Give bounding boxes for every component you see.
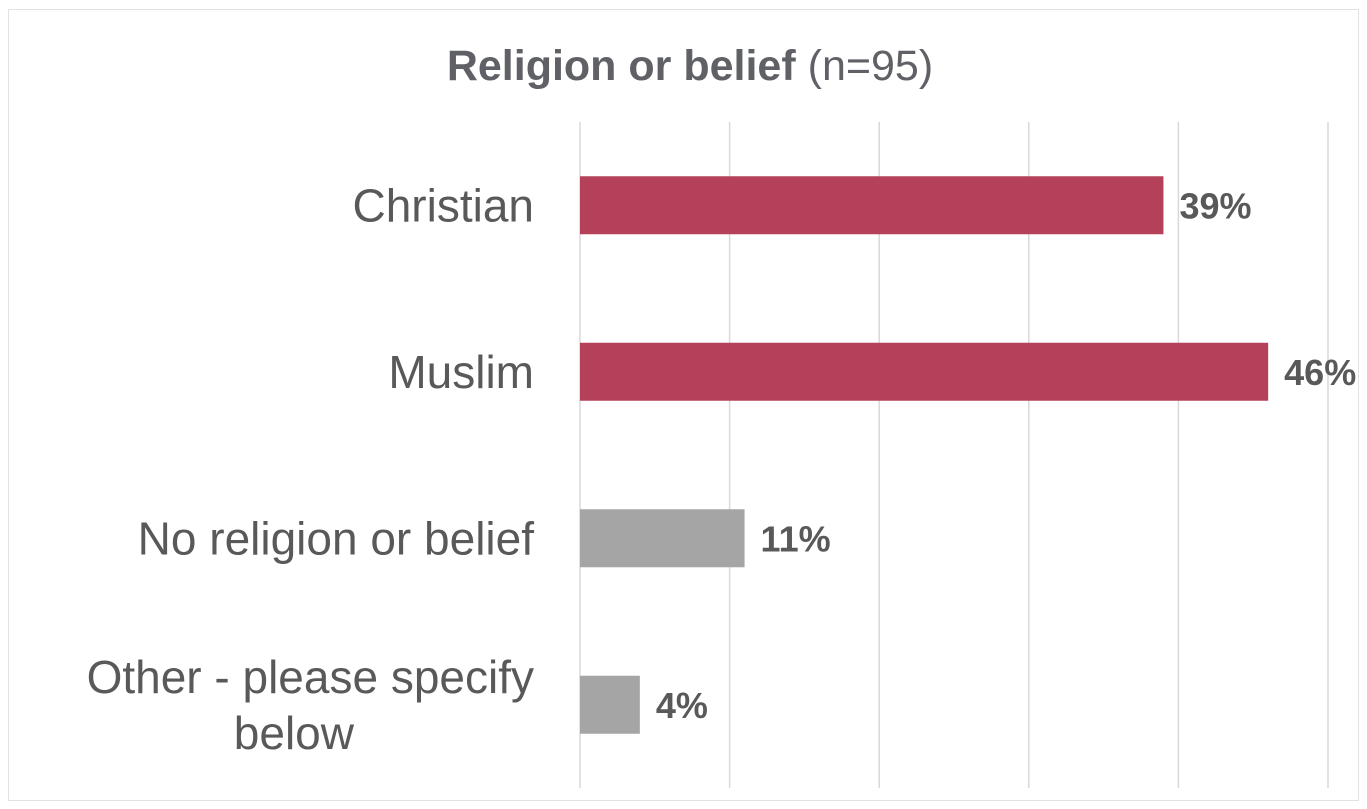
data-labels: 39% 46% 11% 4% [656,185,1356,726]
category-label-4: Other - please specify below [87,651,534,759]
chart-title-sample-size: (n=95) [808,42,934,90]
bar-3 [580,509,745,568]
category-labels: Christian Muslim No religion or belief Othe… [87,179,535,759]
data-label-3: 11% [761,518,831,559]
chart-frame [8,9,1359,801]
bar-1 [580,176,1164,235]
category-label-3: No religion or belief [138,512,535,564]
data-label-4: 4% [656,685,708,726]
bar-4 [580,675,640,734]
chart-title-main: Religion or belief [447,42,796,90]
data-label-1: 39% [1179,185,1251,226]
bar-2 [580,342,1269,401]
category-label-2: Muslim [388,346,534,398]
bars [580,176,1269,734]
category-label-1: Christian [352,179,534,231]
chart-title: Religion or belief (n=95) [447,42,933,90]
data-label-2: 46% [1284,352,1356,393]
